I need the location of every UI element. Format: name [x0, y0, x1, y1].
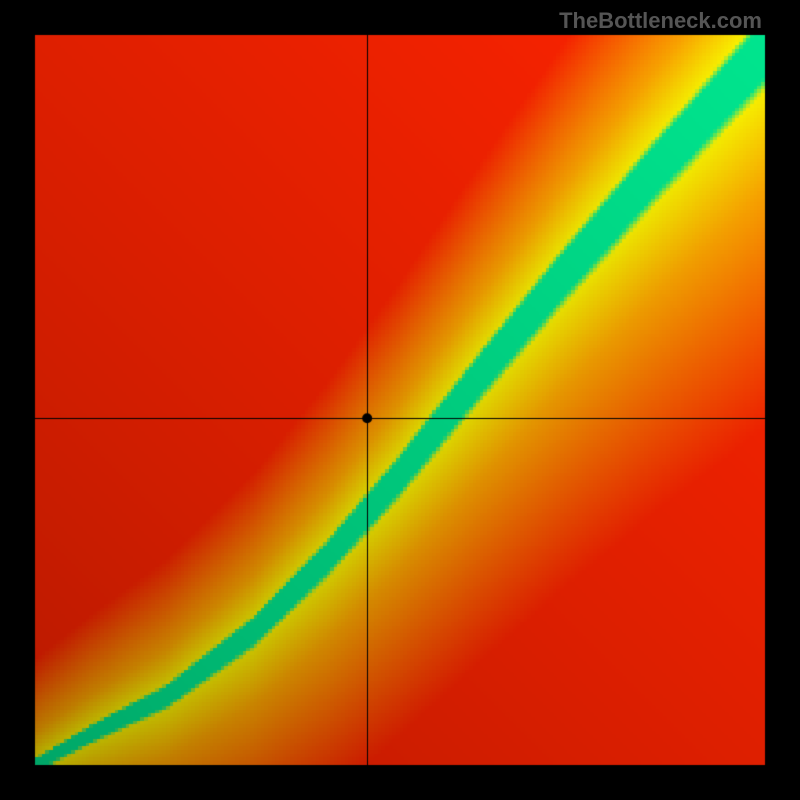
watermark-text: TheBottleneck.com: [559, 8, 762, 34]
bottleneck-heatmap: [0, 0, 800, 800]
